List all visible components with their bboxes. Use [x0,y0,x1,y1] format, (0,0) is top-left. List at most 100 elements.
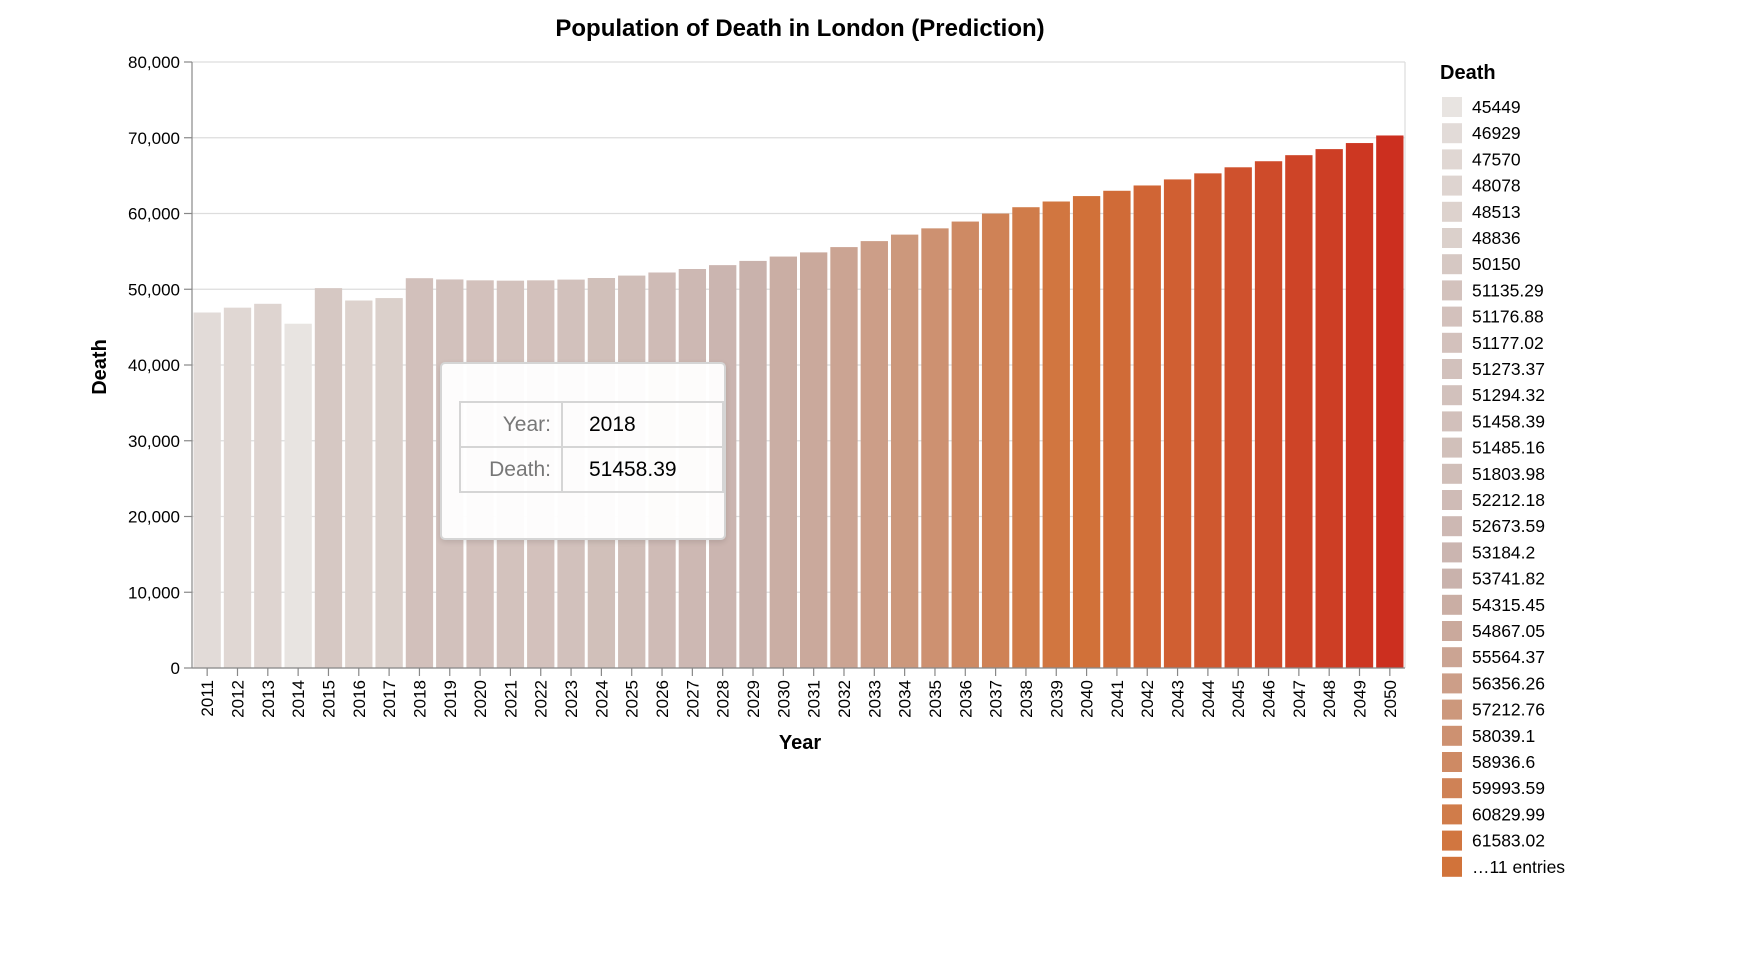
x-tick-label: 2031 [805,680,824,718]
legend-label: 61583.02 [1472,831,1545,851]
legend-label: 56356.26 [1472,673,1545,693]
y-tick-label: 40,000 [128,356,180,375]
bar-2011[interactable] [193,312,221,668]
x-tick-label: 2033 [865,680,884,718]
y-tick-label: 80,000 [128,53,180,72]
legend-label: 57212.76 [1472,700,1545,720]
bar-2049[interactable] [1345,143,1374,669]
bar-2014[interactable] [284,323,312,668]
legend-label: 51177.02 [1472,333,1544,353]
bar-2037[interactable] [981,213,1010,668]
legend-swatch [1442,411,1462,432]
legend-swatch [1442,542,1462,563]
bar-2046[interactable] [1254,161,1283,669]
bar-2041[interactable] [1103,190,1131,668]
legend-label: 48513 [1472,202,1521,222]
tooltip-death-key: Death: [459,446,563,493]
x-tick-label: 2039 [1047,680,1066,718]
axes: 0 10,000 20,000 30,000 40,000 50,000 60,000 70,… [128,53,1405,718]
legend-swatch [1442,385,1462,406]
x-tick-label: 2042 [1138,680,1157,718]
bar-2018[interactable] [405,278,434,668]
bar-2017[interactable] [375,298,403,668]
bar-2033[interactable] [860,241,888,669]
bar-2013[interactable] [254,303,282,668]
legend-swatch [1442,228,1462,248]
bar-2043[interactable] [1163,179,1192,668]
x-tick-label: 2016 [350,680,369,718]
x-tick-label: 2020 [471,680,490,718]
legend-swatch [1442,437,1462,458]
legend-label: 51176.88 [1472,307,1544,327]
legend-swatch [1442,123,1462,144]
bar-2047[interactable] [1285,155,1313,669]
x-tick-label: 2027 [683,680,702,718]
legend-label: 48078 [1472,176,1521,196]
bar-2015[interactable] [314,288,343,668]
legend-label: 60829.99 [1472,804,1545,824]
legend-title: Death [1440,62,1496,84]
legend-label: 58936.6 [1472,752,1535,772]
bars [193,135,1404,669]
tooltip-table: Year: 2018 Death: 51458.39 [459,401,725,493]
x-tick-label: 2041 [1108,680,1127,718]
x-tick-label: 2019 [441,680,460,718]
y-tick-label: 0 [171,659,180,678]
legend-label: 59993.59 [1472,778,1545,798]
bar-2048[interactable] [1315,149,1343,669]
bar-2044[interactable] [1194,173,1222,669]
bar-2034[interactable] [890,234,919,668]
legend-swatch [1442,752,1462,772]
y-tick-label: 50,000 [128,280,180,299]
legend: 45449 46929 47570 48078 48513 48836 50150 51135… [1442,97,1565,877]
bar-2035[interactable] [921,228,949,668]
legend-label: 51273.37 [1472,359,1545,379]
bar-2032[interactable] [830,247,858,668]
tooltip-year-value: 2018 [560,401,725,448]
bar-2031[interactable] [800,252,828,669]
legend-label: 58039.1 [1472,726,1535,746]
legend-label: 51485.16 [1472,438,1545,458]
legend-swatch [1442,359,1462,379]
legend-label: 51294.32 [1472,385,1545,405]
bar-2040[interactable] [1072,196,1101,668]
bar-2030[interactable] [769,256,797,668]
legend-swatch [1442,568,1462,589]
bar-2016[interactable] [345,300,373,668]
bar-2038[interactable] [1012,207,1040,668]
x-tick-label: 2021 [501,680,520,718]
legend-label: …11 entries [1472,857,1565,877]
legend-swatch [1442,201,1462,222]
y-tick-label: 20,000 [128,508,180,527]
bar-2029[interactable] [739,260,767,668]
legend-swatch [1442,621,1462,641]
x-tick-label: 2026 [653,680,672,718]
legend-swatch [1442,647,1462,668]
legend-label: 51458.39 [1472,411,1545,431]
x-tick-label: 2025 [623,680,642,718]
legend-swatch [1442,830,1462,851]
bar-2039[interactable] [1042,201,1070,669]
bar-2036[interactable] [951,221,979,669]
legend-swatch [1442,856,1462,877]
x-tick-label: 2035 [926,680,945,718]
bar-2042[interactable] [1133,185,1161,668]
y-tick-label: 70,000 [128,129,180,148]
bar-2012[interactable] [223,307,252,668]
x-tick-label: 2047 [1290,680,1309,718]
legend-swatch [1442,490,1462,510]
x-tick-label: 2013 [259,680,278,718]
bar-2045[interactable] [1224,167,1252,669]
x-tick-label: 2022 [532,680,551,718]
legend-label: 48836 [1472,228,1521,248]
x-tick-label: 2050 [1381,680,1400,718]
x-tick-label: 2034 [896,680,915,718]
x-tick-label: 2029 [744,680,763,718]
legend-swatch [1442,332,1462,353]
tooltip-year-key: Year: [459,401,563,448]
x-tick-label: 2024 [592,680,611,718]
bar-2050[interactable] [1376,135,1404,669]
legend-swatch [1442,175,1462,196]
x-tick-label: 2046 [1260,680,1279,718]
